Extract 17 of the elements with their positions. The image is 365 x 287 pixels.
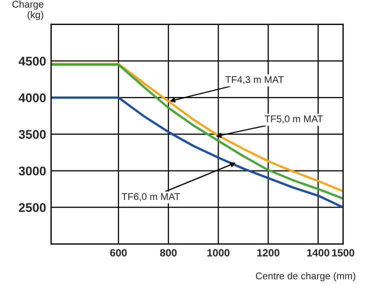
y-tick-label: 2500 xyxy=(18,203,46,212)
x-axis-title: Centre de charge (mm) xyxy=(256,272,356,282)
y-tick-label: 4000 xyxy=(18,93,46,102)
line-series xyxy=(51,96,344,208)
y-tick-label: 3000 xyxy=(18,166,46,176)
x-tick-label: 1500 xyxy=(332,249,354,256)
y-tick-label: 3500 xyxy=(18,130,46,139)
annotation: TF5,0 m MAT xyxy=(264,115,323,124)
x-tick-label: 1400 xyxy=(307,249,330,256)
x-tick-label: 1200 xyxy=(257,249,280,256)
annotation: TF4,3 m MAT xyxy=(225,76,284,84)
annotation: TF6,0 m MAT xyxy=(122,193,180,202)
y-tick-label: 4500 xyxy=(18,56,46,66)
y-axis-title: Charge (kg) xyxy=(12,0,44,20)
x-tick-label: 800 xyxy=(160,249,177,256)
x-tick-label: 600 xyxy=(110,249,127,256)
x-tick-label: 1000 xyxy=(207,249,230,256)
